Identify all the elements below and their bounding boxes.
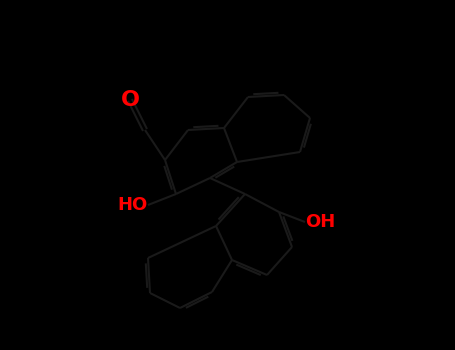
Text: O: O [121,90,140,110]
Text: OH: OH [305,213,335,231]
Text: HO: HO [118,196,148,214]
